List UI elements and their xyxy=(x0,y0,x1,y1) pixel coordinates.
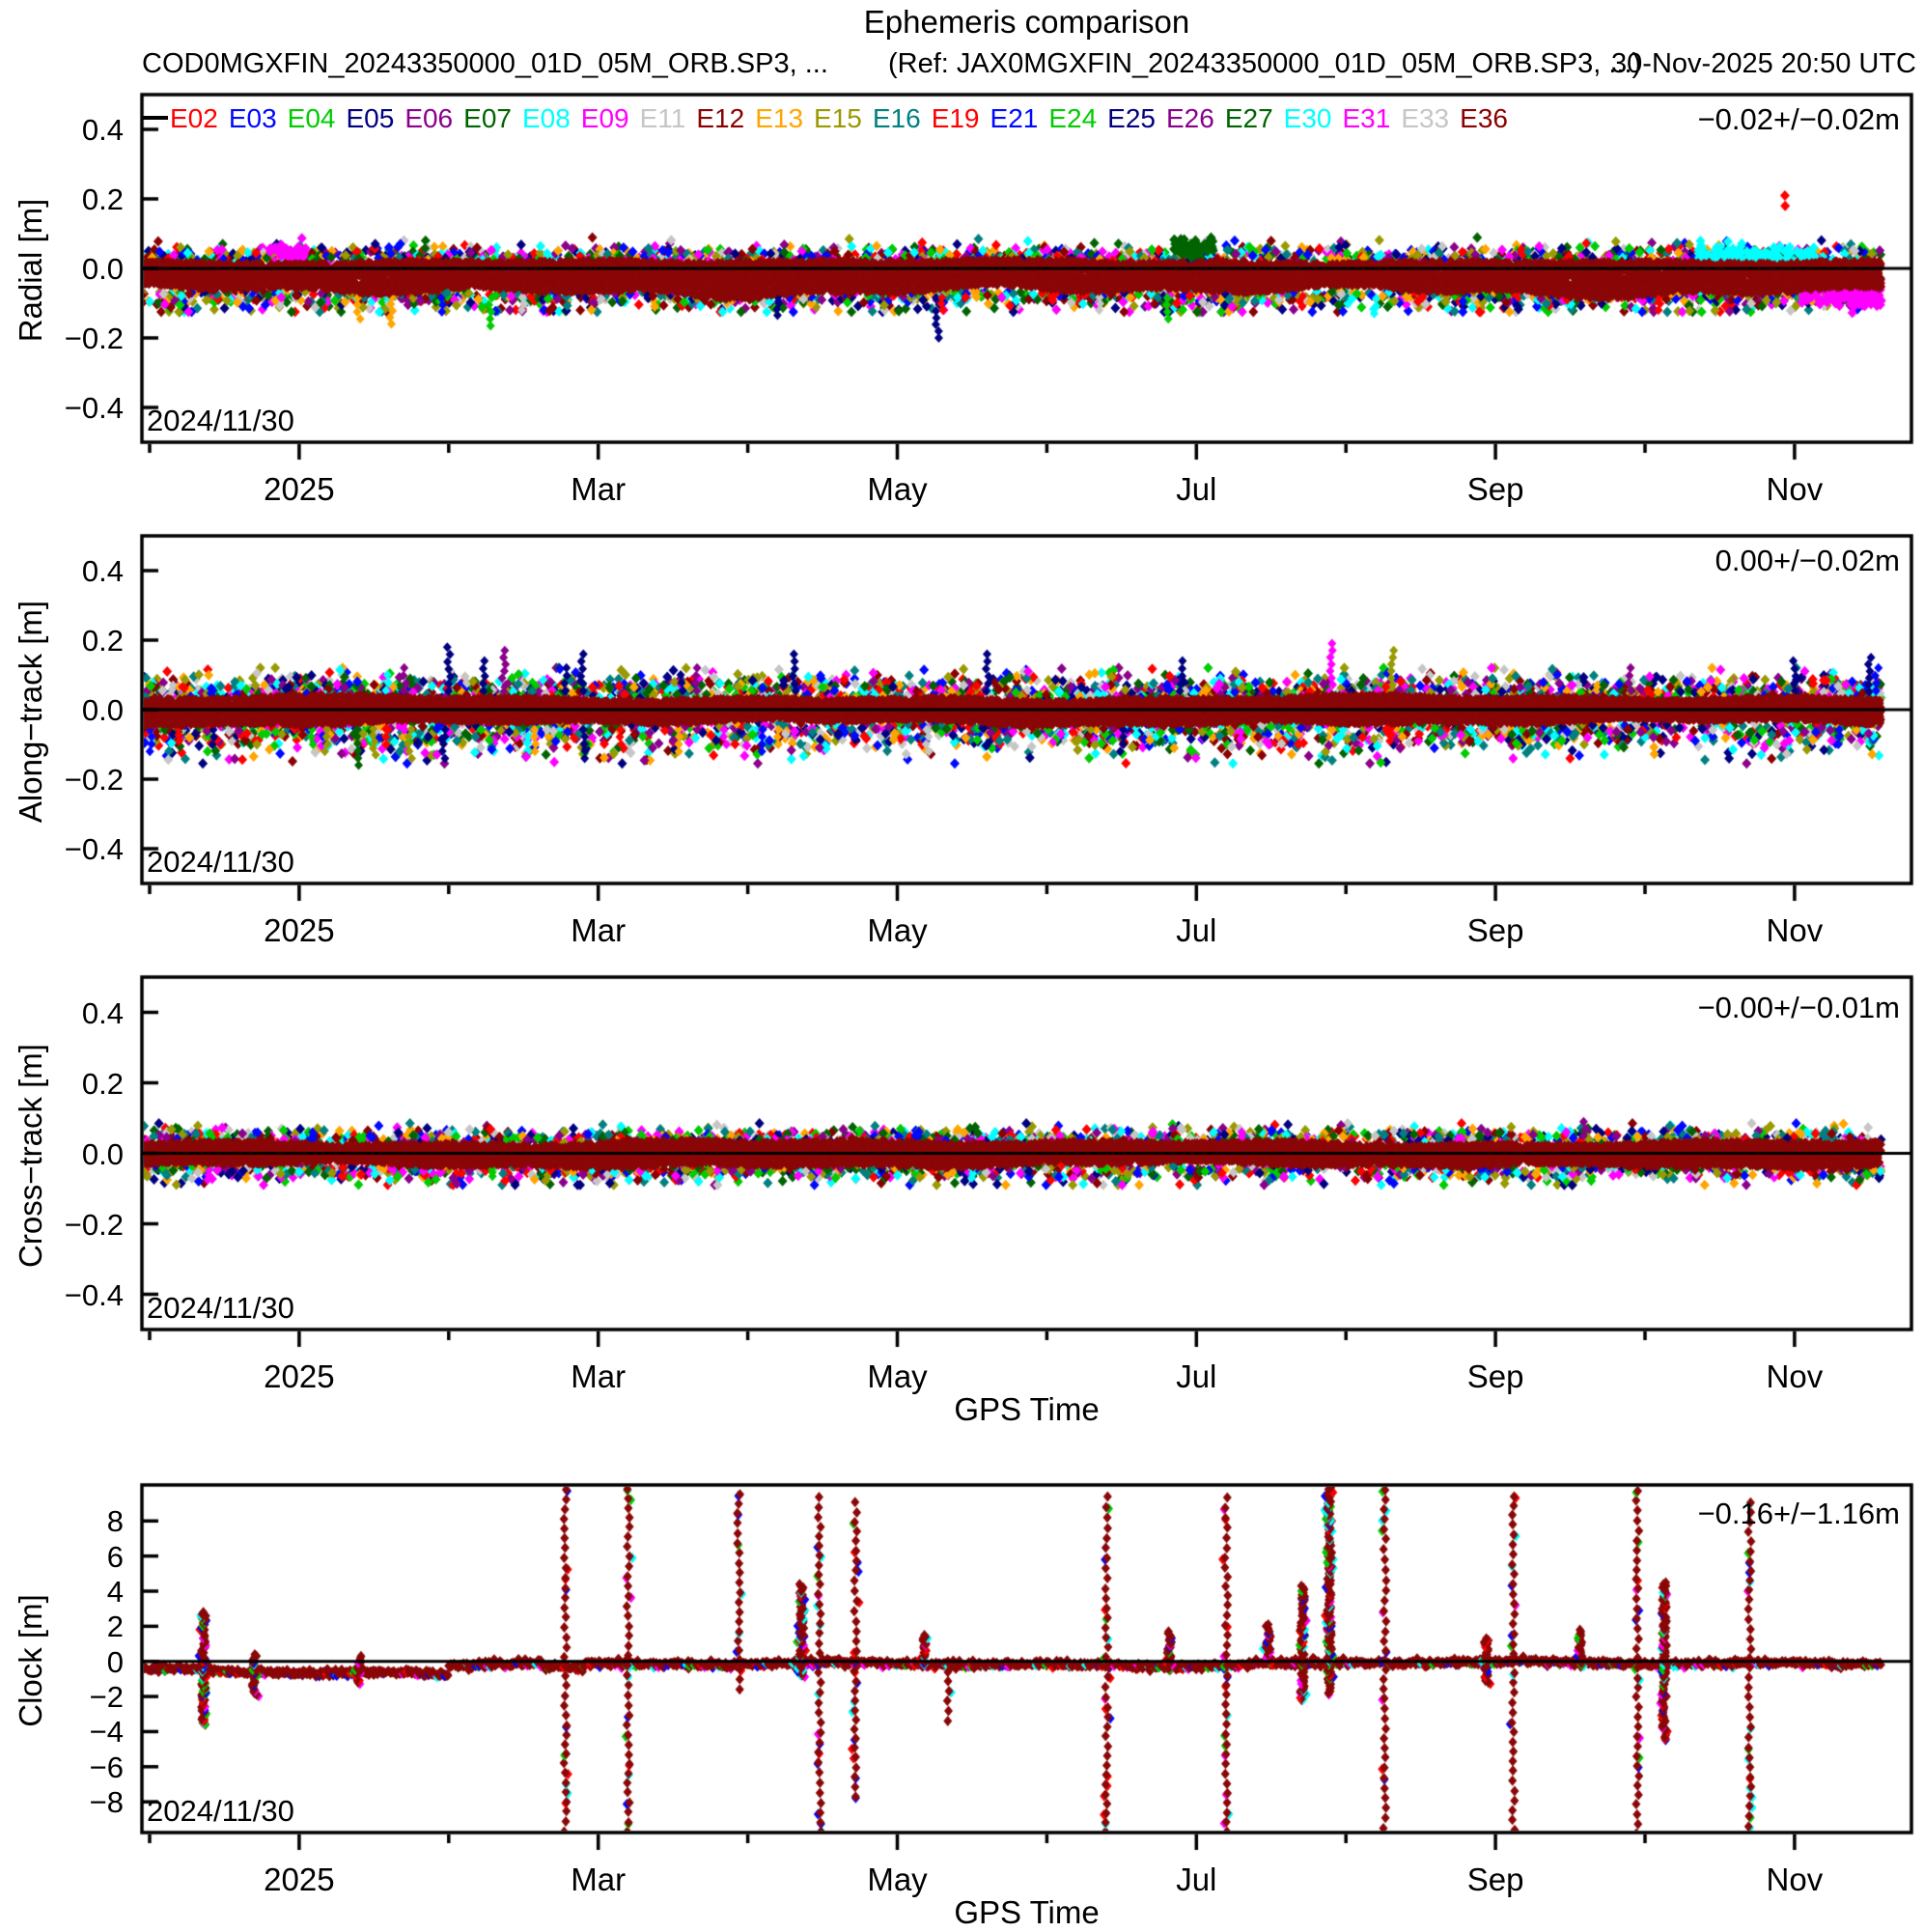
date-annotation-cross-track: 2024/11/30 xyxy=(147,1291,294,1325)
legend-satellite-E24: E24 xyxy=(1048,103,1098,133)
y-tick-label: −0.4 xyxy=(64,1277,124,1312)
y-tick-label: 0.0 xyxy=(81,252,124,286)
legend-satellite-E12: E12 xyxy=(696,103,745,133)
satellite-legend: E02 E03 E04 E05 E06 E07 E08 E09 E11 E12 E13 E15 E16 E… xyxy=(170,103,1508,134)
date-annotation-clock: 2024/11/30 xyxy=(147,1794,294,1828)
stat-annotation-clock: −0.16+/−1.16m xyxy=(1697,1497,1900,1530)
legend-satellite-E05: E05 xyxy=(346,103,395,133)
month-tick-label: 2025 xyxy=(264,1358,335,1394)
y-tick-label: 0.2 xyxy=(81,624,124,658)
solution-file-label: COD0MGXFIN_20243350000_01D_05M_ORB.SP3, … xyxy=(142,48,828,79)
legend-satellite-E16: E16 xyxy=(872,103,921,133)
legend-satellite-E11: E11 xyxy=(639,103,686,133)
month-tick-label: Nov xyxy=(1766,1358,1824,1394)
month-tick-label: Nov xyxy=(1766,1862,1824,1897)
y-tick-label: −4 xyxy=(89,1715,124,1750)
legend-satellite-E04: E04 xyxy=(287,103,336,133)
y-tick-label: 0.2 xyxy=(81,1066,124,1101)
legend-satellite-E25: E25 xyxy=(1107,103,1156,133)
month-tick-label: 2025 xyxy=(264,471,335,507)
y-tick-label: −0.4 xyxy=(64,832,124,866)
month-tick-label: Jul xyxy=(1176,912,1217,948)
month-tick-label: Jul xyxy=(1176,1358,1217,1394)
month-tick-label: Mar xyxy=(571,1358,627,1394)
month-tick-label: Sep xyxy=(1466,912,1524,948)
legend-satellite-E15: E15 xyxy=(814,103,862,133)
month-tick-label: May xyxy=(867,471,928,507)
y-tick-label: −8 xyxy=(89,1785,124,1820)
y-tick-label: 0.2 xyxy=(81,182,124,216)
legend-tick-mark xyxy=(142,116,168,120)
reference-file-label: (Ref: JAX0MGXFIN_20243350000_01D_05M_ORB… xyxy=(888,48,1642,79)
legend-satellite-E36: E36 xyxy=(1460,103,1508,133)
legend-satellite-E02: E02 xyxy=(170,103,218,133)
legend-satellite-E03: E03 xyxy=(228,103,277,133)
y-tick-label: 0.0 xyxy=(81,693,124,727)
y-tick-label: 0.4 xyxy=(81,113,124,147)
y-tick-label: −0.2 xyxy=(64,322,124,355)
month-tick-label: Nov xyxy=(1766,912,1824,948)
y-tick-label: 2 xyxy=(106,1610,124,1644)
y-tick-label: −0.4 xyxy=(64,391,124,425)
stat-annotation-along-track: 0.00+/−0.02m xyxy=(1715,544,1900,577)
date-annotation-along-track: 2024/11/30 xyxy=(147,845,294,879)
timestamp-label: 30-Nov-2025 20:50 UTC xyxy=(1611,48,1916,79)
month-tick-label: Sep xyxy=(1466,1358,1524,1394)
x-axis-label-cross-track: GPS Time xyxy=(954,1391,1100,1427)
month-tick-label: Nov xyxy=(1766,471,1824,507)
legend-satellite-E21: E21 xyxy=(990,103,1039,133)
month-tick-label: Jul xyxy=(1176,1862,1217,1897)
month-tick-label: Mar xyxy=(571,912,627,948)
y-tick-label: 0.0 xyxy=(81,1136,124,1171)
x-axis-label-clock: GPS Time xyxy=(954,1894,1100,1930)
y-tick-label: −2 xyxy=(89,1680,124,1715)
y-tick-label: 0.4 xyxy=(81,554,124,588)
legend-satellite-E07: E07 xyxy=(463,103,512,133)
y-tick-label: 0.4 xyxy=(81,995,124,1030)
month-tick-label: 2025 xyxy=(264,1862,335,1897)
stat-annotation-radial: −0.02+/−0.02m xyxy=(1697,102,1900,136)
y-tick-label: 8 xyxy=(106,1504,124,1539)
date-annotation-radial: 2024/11/30 xyxy=(147,404,294,437)
month-tick-label: Sep xyxy=(1466,1862,1524,1897)
legend-satellite-E26: E26 xyxy=(1166,103,1214,133)
legend-satellite-E13: E13 xyxy=(755,103,804,133)
legend-satellite-E27: E27 xyxy=(1224,103,1273,133)
y-tick-label: −0.2 xyxy=(64,763,124,797)
month-tick-label: May xyxy=(867,1358,928,1394)
y-tick-label: −6 xyxy=(89,1750,124,1784)
month-tick-label: Mar xyxy=(571,1862,627,1897)
legend-satellite-E33: E33 xyxy=(1401,103,1450,133)
legend-satellite-E06: E06 xyxy=(404,103,454,133)
legend-satellite-E09: E09 xyxy=(580,103,629,133)
legend-satellite-E30: E30 xyxy=(1283,103,1332,133)
month-tick-label: May xyxy=(867,912,928,948)
y-tick-label: 6 xyxy=(106,1539,124,1574)
month-tick-label: Sep xyxy=(1466,471,1524,507)
legend-satellite-E31: E31 xyxy=(1342,103,1391,133)
month-tick-label: May xyxy=(867,1862,928,1897)
legend-satellite-E08: E08 xyxy=(521,103,571,133)
month-tick-label: 2025 xyxy=(264,912,335,948)
y-tick-label: 4 xyxy=(106,1575,124,1609)
y-tick-label: 0 xyxy=(106,1644,124,1679)
figure-title: Ephemeris comparison xyxy=(863,4,1190,40)
month-tick-label: Mar xyxy=(571,471,627,507)
stat-annotation-cross-track: −0.00+/−0.01m xyxy=(1697,991,1900,1024)
y-tick-label: −0.2 xyxy=(64,1207,124,1242)
legend-satellite-E19: E19 xyxy=(931,103,980,133)
month-tick-label: Jul xyxy=(1176,471,1217,507)
